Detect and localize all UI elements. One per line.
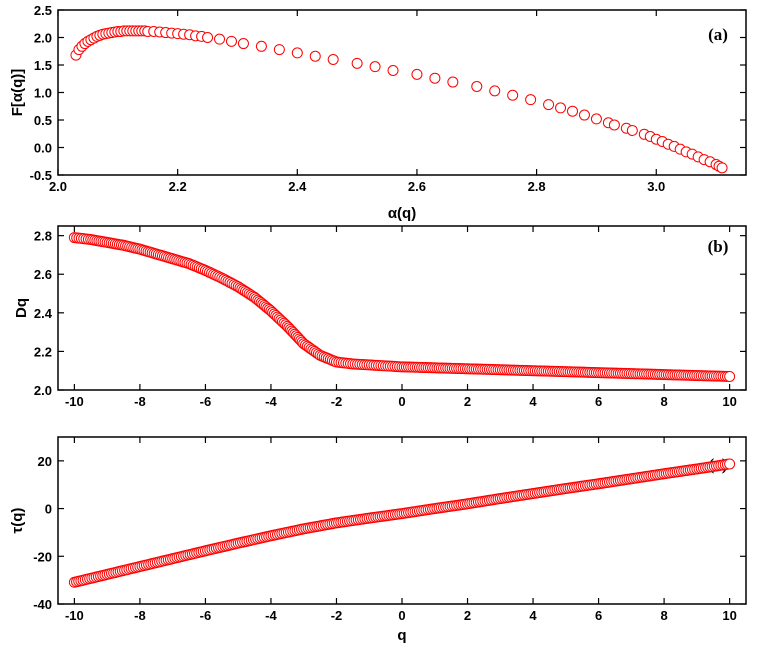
panel-a-data-point bbox=[489, 85, 501, 97]
panel-b-x-tick-label: -10 bbox=[65, 394, 84, 409]
panel-b-x-tick-label: -4 bbox=[265, 394, 277, 409]
panel-b-y-tick-label: 2.6 bbox=[34, 267, 52, 282]
panel-c-data-point bbox=[724, 458, 736, 470]
panel-a-y-tick-label: 1.5 bbox=[34, 58, 52, 73]
panel-a-y-tick-label: 2.0 bbox=[34, 31, 52, 46]
panel-b-x-tick-label: -2 bbox=[331, 394, 343, 409]
panel-a-data-point bbox=[327, 54, 339, 65]
panel-a-y-tick-label: 2.5 bbox=[34, 3, 52, 18]
panel-c-x-tick-label: -8 bbox=[134, 608, 146, 623]
panel-c-x-tick-label: 6 bbox=[595, 608, 602, 623]
panel-a-data-point bbox=[447, 76, 459, 88]
panel-a-data-point bbox=[543, 99, 555, 111]
panel-a-data-point bbox=[716, 162, 728, 174]
panel-b-x-tick-label: 4 bbox=[529, 394, 537, 409]
panel-a-data-point bbox=[608, 119, 620, 131]
panel-a-data-point bbox=[590, 113, 602, 125]
panel-a-data-point bbox=[411, 68, 423, 80]
panel-c-y-tick-label: -20 bbox=[33, 549, 52, 564]
panel-a-x-tick-label: 2.0 bbox=[49, 179, 67, 194]
panel-a-x-axis-title: α(q) bbox=[388, 205, 416, 222]
panel-c-y-tick-label: 0 bbox=[45, 502, 52, 517]
panel-a-y-axis-title: F[α(q)] bbox=[9, 69, 26, 117]
panel-a-data-point bbox=[214, 33, 226, 45]
panel-b-x-tick-label: 2 bbox=[464, 394, 471, 409]
panel-c-y-axis-title: τ(q) bbox=[9, 508, 26, 534]
panel-a-y-tick-label: 0.5 bbox=[34, 113, 52, 128]
panel-c-x-tick-label: -4 bbox=[265, 608, 277, 623]
panel-b-y-tick-label: 2.0 bbox=[34, 383, 52, 398]
panel-b-x-tick-label: -6 bbox=[200, 394, 212, 409]
panel-a-data-point bbox=[471, 80, 483, 92]
panel-b-y-axis-title: Dq bbox=[13, 298, 30, 318]
panel-b-x-tick-label: 10 bbox=[722, 394, 736, 409]
panel-a-x-tick-label: 3.0 bbox=[647, 179, 665, 194]
panel-b-x-tick-label: 6 bbox=[595, 394, 602, 409]
panel-a-data-point bbox=[507, 89, 519, 101]
panel-c-x-tick-label: -10 bbox=[65, 608, 84, 623]
panel-a-data-point bbox=[351, 57, 363, 69]
panel-a-y-tick-label: -0.5 bbox=[30, 168, 52, 183]
panel-a-y-tick-label: 1.0 bbox=[34, 86, 52, 101]
panel-a-x-tick-label: 2.4 bbox=[288, 179, 307, 194]
panel-a-x-tick-label: 2.8 bbox=[528, 179, 546, 194]
panel-a-data-point bbox=[309, 50, 321, 62]
panel-b-label: (b) bbox=[708, 237, 729, 256]
panel-a-data-point bbox=[429, 72, 441, 84]
panel-a-data-point bbox=[567, 105, 579, 117]
panel-a-data-point bbox=[255, 40, 267, 52]
panel-a-x-tick-label: 2.2 bbox=[169, 179, 187, 194]
panel-b-y-tick-label: 2.8 bbox=[34, 229, 52, 244]
panel-b-y-tick-label: 2.4 bbox=[34, 306, 53, 321]
panel-a-data-point bbox=[291, 47, 303, 59]
panel-a-data-point bbox=[387, 65, 399, 76]
panel-a-data-point bbox=[578, 109, 590, 121]
panel-c-y-tick-label: 20 bbox=[38, 454, 52, 469]
panel-b-x-tick-label: 0 bbox=[398, 394, 405, 409]
panel-a-data-point bbox=[273, 44, 285, 56]
panel-c-x-tick-label: 2 bbox=[464, 608, 471, 623]
panel-a-y-tick-label: 0.0 bbox=[34, 141, 52, 156]
panel-a-data-point bbox=[237, 38, 249, 50]
panel-b-data-point bbox=[724, 370, 736, 382]
panel-a-data-point bbox=[525, 94, 537, 106]
panel-a-data-point bbox=[555, 102, 567, 114]
panel-c-x-tick-label: 0 bbox=[398, 608, 405, 623]
panel-c-x-tick-label: 4 bbox=[529, 608, 537, 623]
panel-a-data-point bbox=[626, 124, 638, 136]
panel-a-label: (a) bbox=[708, 25, 728, 44]
panel-b-x-tick-label: 8 bbox=[660, 394, 667, 409]
panel-c-x-tick-label: -2 bbox=[331, 608, 343, 623]
panel-c-plot-frame bbox=[57, 436, 747, 605]
panel-b-y-tick-label: 2.2 bbox=[34, 344, 52, 359]
panel-a-x-tick-label: 2.6 bbox=[408, 179, 426, 194]
panel-c-x-tick-label: -6 bbox=[200, 608, 212, 623]
panel-b-x-tick-label: -8 bbox=[134, 394, 146, 409]
panel-c-x-tick-label: 10 bbox=[722, 608, 736, 623]
panel-c-y-tick-label: -40 bbox=[33, 597, 52, 612]
panel-a-data-point bbox=[202, 32, 214, 43]
panel-c-x-tick-label: 8 bbox=[660, 608, 667, 623]
panel-a-data-point bbox=[225, 35, 237, 47]
panel-c-x-axis-title: q bbox=[397, 627, 406, 644]
panel-a-data-point bbox=[369, 61, 381, 73]
